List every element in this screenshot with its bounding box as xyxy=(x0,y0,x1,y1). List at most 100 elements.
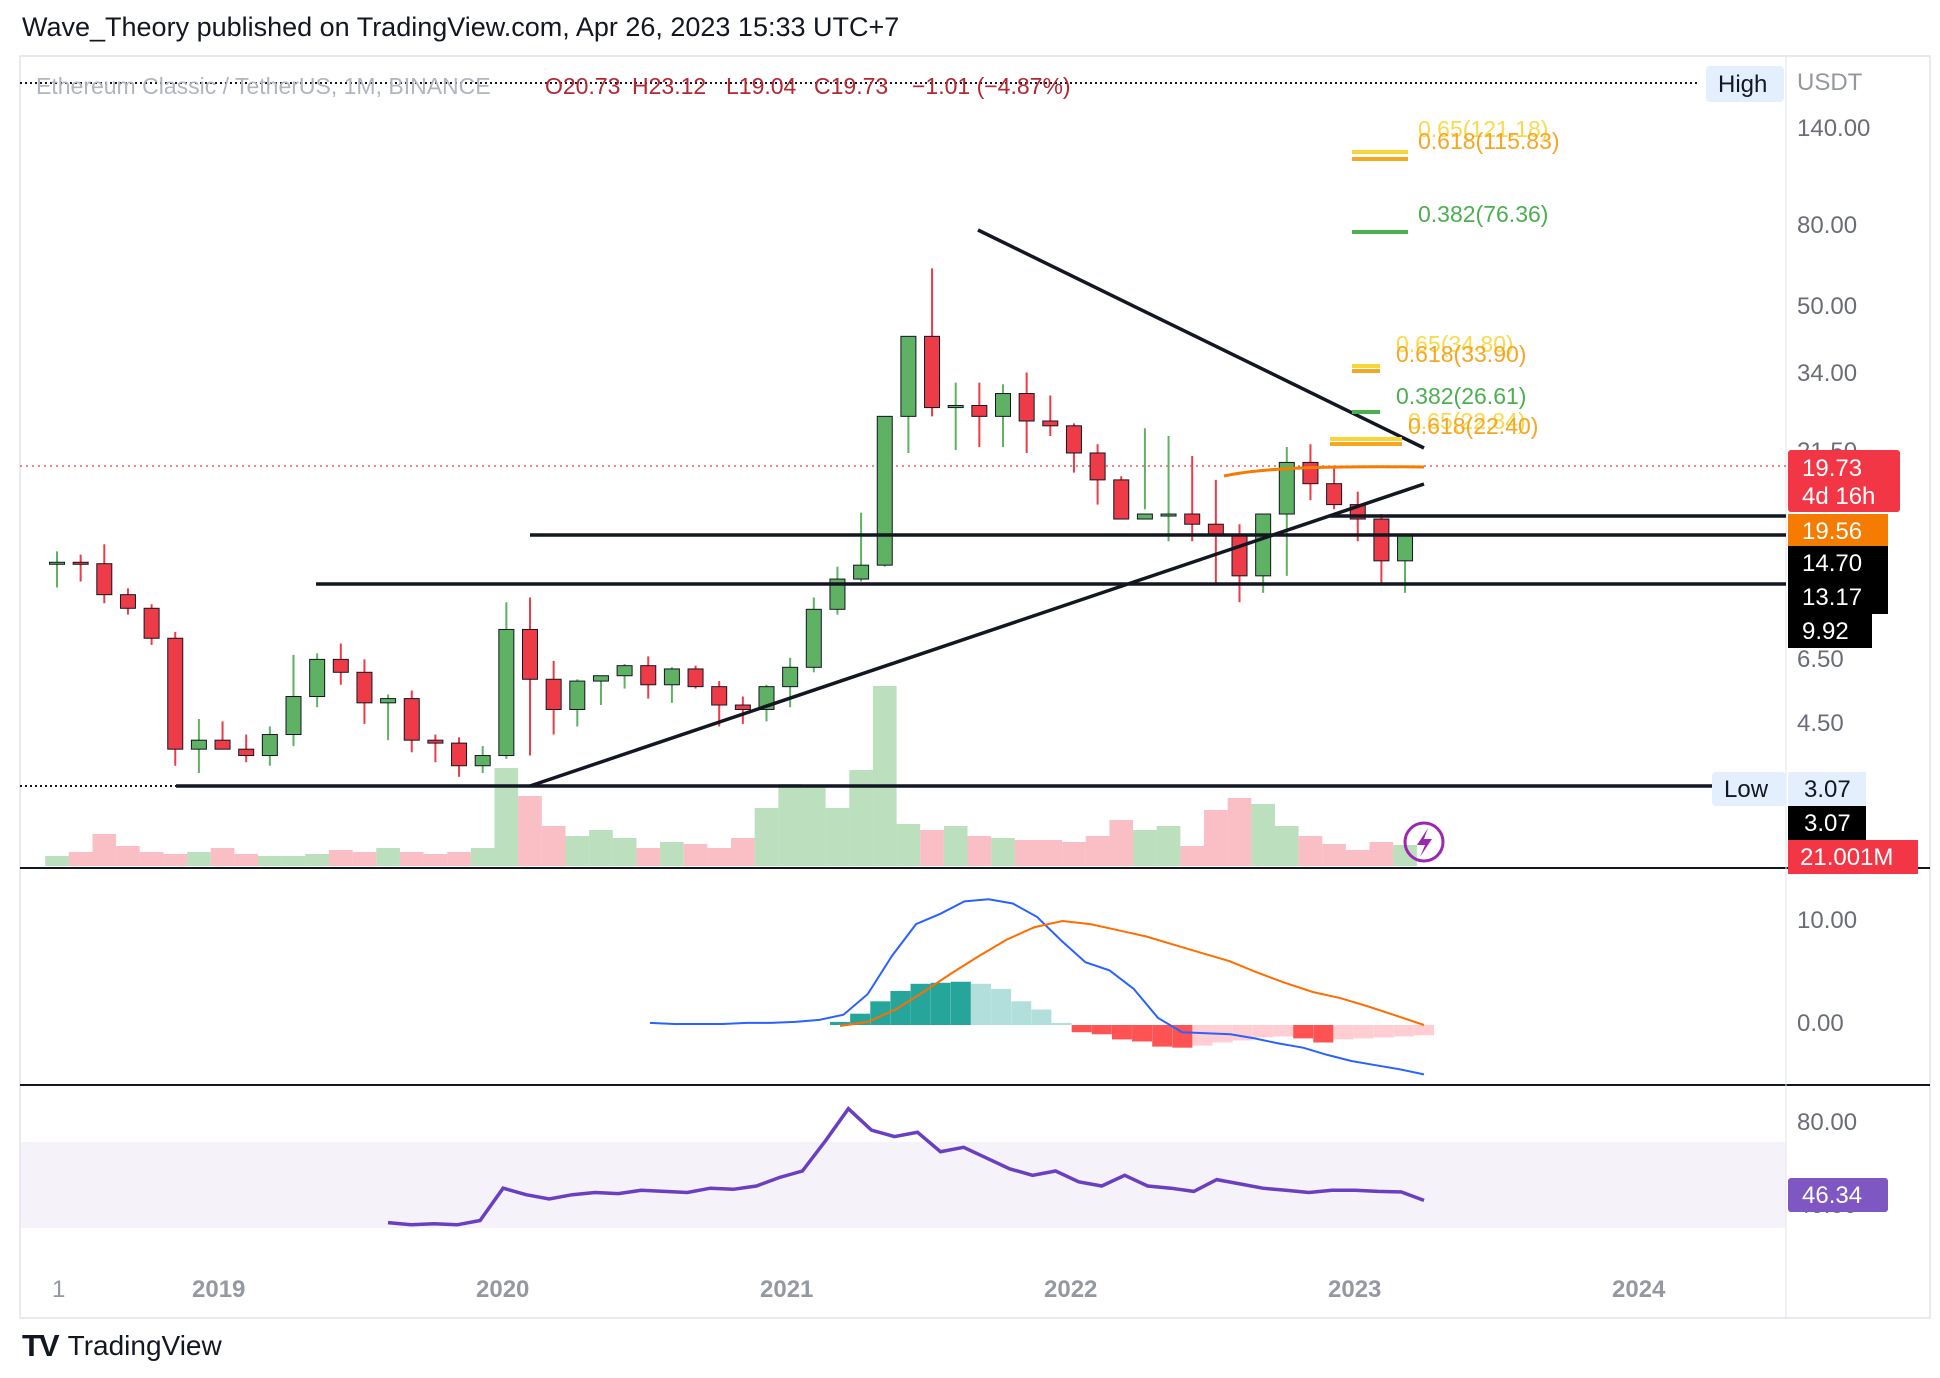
candle-body xyxy=(1302,461,1319,485)
volume-bar xyxy=(1393,845,1417,866)
volume-bar xyxy=(1038,840,1063,866)
candle-body xyxy=(522,628,538,680)
publisher-header: Wave_Theory published on TradingView.com… xyxy=(22,12,900,42)
svg-text:3.07: 3.07 xyxy=(1804,776,1851,803)
level-badge-14-70: 14.70 xyxy=(1788,546,1888,580)
volume-bar xyxy=(636,848,661,866)
fib-label: 0.65(22.84) xyxy=(1408,408,1526,434)
high-badge: High xyxy=(1706,66,1784,102)
fib-label: 0.65(34.80) xyxy=(1396,331,1514,357)
candle-body xyxy=(214,739,231,750)
volume-bar xyxy=(872,686,897,866)
time-label: 2021 xyxy=(760,1276,813,1303)
time-label: 1 xyxy=(52,1276,65,1303)
macd-histogram-bar xyxy=(1313,1025,1334,1043)
volume-bar xyxy=(707,848,732,866)
volume-bar xyxy=(518,796,542,866)
volume-bar xyxy=(447,852,471,866)
legend-open: O20.73 xyxy=(545,73,620,99)
volume-bar xyxy=(731,838,755,866)
candle-body xyxy=(782,666,799,688)
legend-low: L19.04 xyxy=(726,73,797,99)
volume-bar xyxy=(210,848,235,866)
macd-histogram-bar xyxy=(950,981,971,1025)
symbol-legend: Ethereum Classic / TetherUS, 1M, BINANCE… xyxy=(36,73,1071,99)
candle-body xyxy=(1065,425,1082,454)
macd-histogram-bar xyxy=(1293,1025,1314,1039)
time-axis[interactable]: 1 2019 2020 2021 2022 2023 2024 xyxy=(52,1276,1666,1303)
volume-bar xyxy=(1085,836,1110,866)
candle-body xyxy=(1113,479,1130,520)
volume-bar xyxy=(68,852,93,866)
lightning-icon[interactable] xyxy=(1403,821,1445,863)
candle-body xyxy=(734,704,751,710)
volume-layer xyxy=(45,686,1417,866)
candle-body xyxy=(96,563,113,596)
volume-bar xyxy=(92,834,117,866)
level-badge-13-17: 13.17 xyxy=(1788,580,1888,614)
footer-brand[interactable]: TV TradingView xyxy=(22,1328,222,1364)
volume-badge: 21.001M xyxy=(1788,840,1918,874)
volume-bar xyxy=(1156,826,1181,866)
volume-bar xyxy=(920,830,944,866)
price-axis[interactable]: USDT 140.00 80.00 50.00 34.00 21.50 6.50… xyxy=(1797,69,1870,737)
volume-bar xyxy=(943,826,968,866)
macd-histogram-bar xyxy=(1031,1009,1052,1025)
svg-text:14.70: 14.70 xyxy=(1802,550,1862,577)
macd-axis: 10.00 0.00 xyxy=(1797,907,1857,1037)
candle-body xyxy=(1278,461,1295,515)
svg-text:13.17: 13.17 xyxy=(1802,584,1862,611)
volume-bar xyxy=(1298,836,1323,866)
candle-body xyxy=(663,668,680,686)
candle-body xyxy=(711,686,728,706)
candle-body xyxy=(971,404,988,417)
time-label: 2023 xyxy=(1328,1276,1381,1303)
macd-histogram-bar xyxy=(1333,1025,1354,1040)
volume-bar xyxy=(163,854,188,866)
macd-histogram-bar xyxy=(991,988,1012,1025)
macd-line xyxy=(649,898,1425,1076)
volume-bar xyxy=(612,838,637,866)
candle-body xyxy=(474,755,491,767)
time-label: 2024 xyxy=(1612,1276,1666,1303)
candle-body xyxy=(1089,452,1106,481)
candle-body xyxy=(616,665,633,677)
volume-bar xyxy=(187,852,211,866)
volume-bar xyxy=(281,856,306,866)
volume-bar xyxy=(849,770,873,866)
svg-text:9.92: 9.92 xyxy=(1802,618,1849,645)
fib-labels: 0.65(121.18) 0.618(115.83) 0.382(76.36) … xyxy=(1396,116,1560,439)
fib-label: 0.382(76.36) xyxy=(1418,201,1548,227)
macd-histogram-bar xyxy=(1071,1025,1092,1033)
volume-bar xyxy=(328,850,353,866)
svg-text:19.73: 19.73 xyxy=(1802,455,1862,482)
volume-bar xyxy=(1227,798,1252,866)
candle-body xyxy=(924,335,941,409)
candle-body xyxy=(640,665,657,686)
svg-text:4d 16h: 4d 16h xyxy=(1802,483,1875,510)
volume-bar xyxy=(305,854,329,866)
fib-label: 0.65(121.18) xyxy=(1418,116,1548,142)
legend-close: C19.73 xyxy=(814,73,888,99)
candle-body xyxy=(285,696,302,736)
macd-histogram-bar xyxy=(1152,1025,1173,1047)
candle-body xyxy=(403,698,420,741)
candle-body xyxy=(238,748,255,757)
price-tick: 6.50 xyxy=(1797,646,1844,673)
volume-bar xyxy=(1204,810,1228,866)
volume-bar xyxy=(1322,844,1346,866)
macd-histogram-bar xyxy=(930,982,951,1025)
macd-histogram-bar xyxy=(1393,1025,1414,1037)
candle-body xyxy=(947,404,964,409)
macd-signal-line xyxy=(839,919,1425,1027)
macd-histogram-bar xyxy=(1091,1025,1112,1035)
time-label: 2022 xyxy=(1044,1276,1097,1303)
candle-body xyxy=(545,678,562,710)
macd-histogram-bar xyxy=(890,991,911,1025)
volume-bar xyxy=(1133,830,1157,866)
drawings xyxy=(176,228,1786,788)
rsi-tick: 80.00 xyxy=(1797,1109,1857,1136)
macd-histogram-bar xyxy=(1373,1025,1394,1038)
candle-body xyxy=(309,658,326,698)
